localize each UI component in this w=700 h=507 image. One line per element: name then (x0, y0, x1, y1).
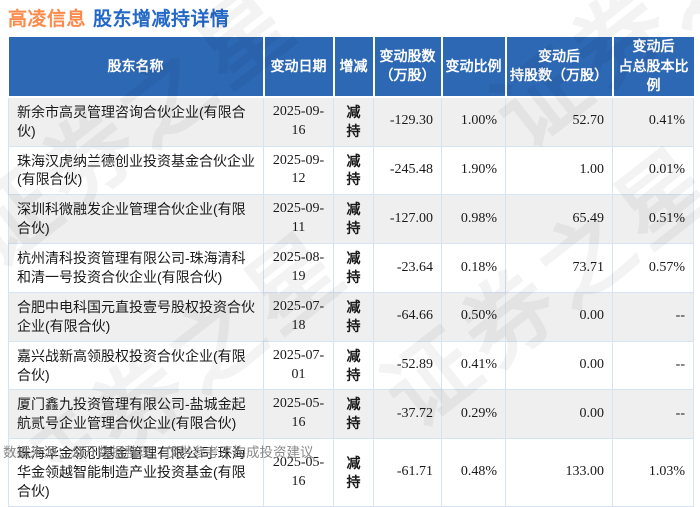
action-cell: 减持 (333, 340, 374, 391)
table-row: 深圳科微融发企业管理合伙企业(有限合伙) 2025-09-11 减持 -127.… (8, 194, 694, 245)
holdings-after-cell: 73.71 (505, 243, 613, 293)
ratio-after-cell: -- (612, 340, 694, 391)
header-action: 增减 (333, 37, 375, 98)
ratio-after-cell: -- (612, 291, 694, 342)
action-cell: 减持 (333, 291, 374, 342)
change-ratio-cell: 0.48% (441, 438, 506, 507)
ratio-after-cell: 0.51% (612, 194, 694, 245)
table-header-row: 股东名称 变动日期 增减 变动股数 （万股） 变动比例 变动后 持股数（万股） … (8, 37, 694, 98)
holdings-after-cell: 0.00 (505, 291, 613, 342)
shareholder-name-cell: 珠海汉虎纳兰德创业投资基金合伙企业(有限合伙) (8, 145, 264, 196)
change-ratio-cell: 0.29% (441, 389, 506, 440)
shareholder-name-cell: 杭州清科投资管理有限公司-珠海清科和清一号投资合伙企业(有限合伙) (8, 243, 264, 293)
change-ratio-cell: 0.41% (441, 340, 506, 391)
holdings-after-cell: 65.49 (505, 194, 613, 245)
holdings-after-cell: 0.00 (505, 389, 613, 440)
change-ratio-cell: 0.50% (441, 291, 506, 342)
change-ratio-cell: 1.00% (441, 96, 506, 147)
ratio-after-cell: 0.41% (612, 96, 694, 147)
ratio-after-cell: -- (612, 389, 694, 440)
change-shares-cell: -52.89 (373, 340, 442, 391)
shareholder-name-cell: 合肥中电科国元直投壹号股权投资合伙企业(有限合伙) (8, 291, 264, 342)
change-shares-cell: -245.48 (373, 145, 442, 196)
action-cell: 减持 (333, 145, 374, 196)
change-date-cell: 2025-09-12 (263, 145, 334, 196)
ratio-after-cell: 0.01% (612, 145, 694, 196)
table-row: 杭州清科投资管理有限公司-珠海清科和清一号投资合伙企业(有限合伙) 2025-0… (8, 243, 694, 293)
holdings-after-cell: 133.00 (505, 438, 613, 507)
change-date-cell: 2025-07-01 (263, 340, 334, 391)
change-shares-cell: -64.66 (373, 291, 442, 342)
action-cell: 减持 (333, 194, 374, 245)
action-cell: 减持 (333, 243, 374, 293)
action-cell: 减持 (333, 389, 374, 440)
change-date-cell: 2025-07-18 (263, 291, 334, 342)
ratio-after-cell: 1.03% (612, 438, 694, 507)
shareholder-name-cell: 厦门鑫九投资管理有限公司-盐城金起航贰号企业管理合伙企业(有限合伙) (8, 389, 264, 440)
data-source-note: 数据来源：公开数据整理，仅供参考不构成投资建议 (3, 445, 314, 460)
change-shares-cell: -37.72 (373, 389, 442, 440)
table-row: 嘉兴战新高领股权投资合伙企业(有限合伙) 2025-07-01 减持 -52.8… (8, 340, 694, 391)
table-row: 厦门鑫九投资管理有限公司-盐城金起航贰号企业管理合伙企业(有限合伙) 2025-… (8, 389, 694, 440)
header-change-shares: 变动股数 （万股） (373, 37, 443, 98)
ratio-after-cell: 0.57% (612, 243, 694, 293)
holdings-after-cell: 1.00 (505, 145, 613, 196)
change-date-cell: 2025-08-19 (263, 243, 334, 293)
change-shares-cell: -61.71 (373, 438, 442, 507)
change-shares-cell: -23.64 (373, 243, 442, 293)
shareholder-name-cell: 新余市高灵管理咨询合伙企业(有限合伙) (8, 96, 264, 147)
header-ratio-after: 变动后 占总股本比例 (612, 37, 694, 98)
action-cell: 减持 (333, 438, 374, 507)
change-shares-cell: -129.30 (373, 96, 442, 147)
change-date-cell: 2025-09-16 (263, 96, 334, 147)
change-ratio-cell: 0.98% (441, 194, 506, 245)
table-row: 新余市高灵管理咨询合伙企业(有限合伙) 2025-09-16 减持 -129.3… (8, 96, 694, 147)
header-holdings-after: 变动后 持股数（万股） (505, 37, 614, 98)
shareholder-name-cell: 嘉兴战新高领股权投资合伙企业(有限合伙) (8, 340, 264, 391)
holdings-after-cell: 0.00 (505, 340, 613, 391)
header-change-date: 变动日期 (263, 37, 335, 98)
table-row: 珠海汉虎纳兰德创业投资基金合伙企业(有限合伙) 2025-09-12 减持 -2… (8, 145, 694, 196)
table-row: 合肥中电科国元直投壹号股权投资合伙企业(有限合伙) 2025-07-18 减持 … (8, 291, 694, 342)
shareholder-changes-table: 股东名称 变动日期 增减 变动股数 （万股） 变动比例 变动后 持股数（万股） … (8, 37, 694, 507)
change-shares-cell: -127.00 (373, 194, 442, 245)
change-ratio-cell: 0.18% (441, 243, 506, 293)
page-title-text: 股东增减持详情 (93, 9, 230, 30)
shareholder-name-cell: 深圳科微融发企业管理合伙企业(有限合伙) (8, 194, 264, 245)
change-date-cell: 2025-09-11 (263, 194, 334, 245)
holdings-after-cell: 52.70 (505, 96, 613, 147)
action-cell: 减持 (333, 96, 374, 147)
page-title: 高凌信息 股东增减持详情 (8, 4, 230, 31)
header-change-ratio: 变动比例 (441, 37, 507, 98)
change-date-cell: 2025-05-16 (263, 389, 334, 440)
change-ratio-cell: 1.90% (441, 145, 506, 196)
company-name: 高凌信息 (8, 9, 87, 30)
header-shareholder-name: 股东名称 (8, 37, 265, 98)
